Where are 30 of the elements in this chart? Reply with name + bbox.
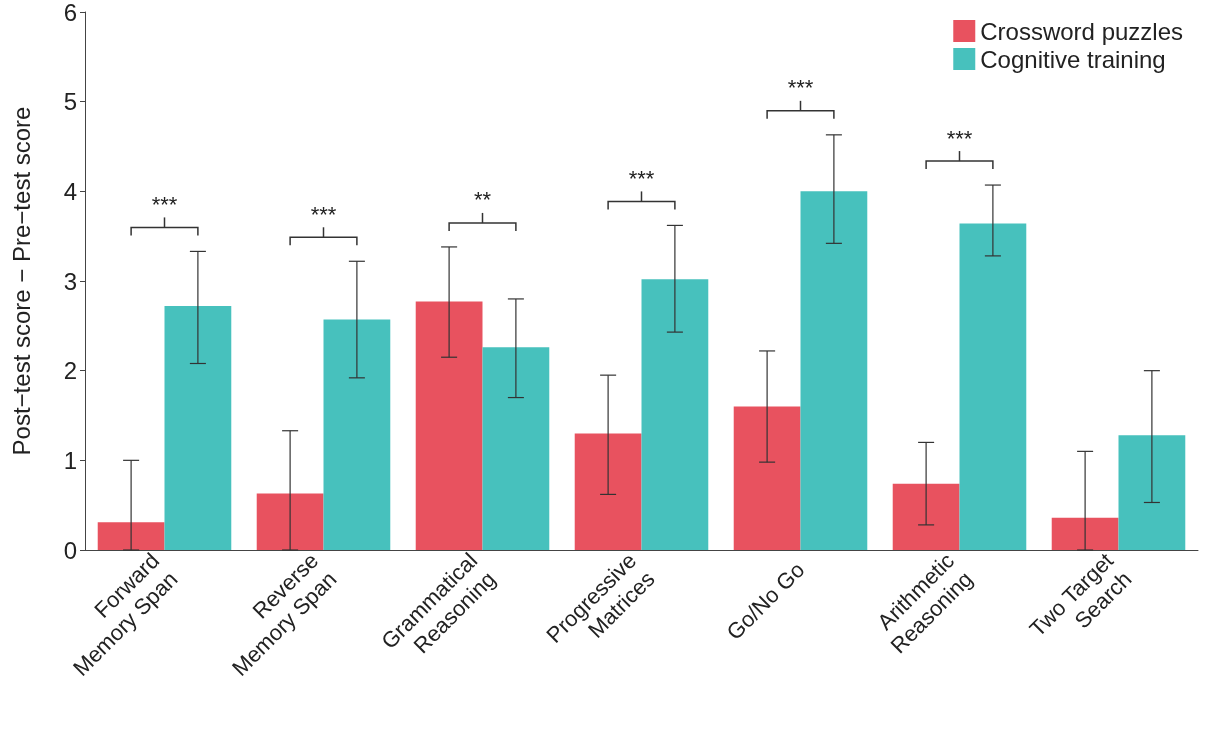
- bar: [574, 433, 642, 550]
- y-tick-label: 2: [63, 357, 77, 385]
- bar: [164, 306, 232, 550]
- bar: [415, 301, 483, 550]
- legend-label: Crossword puzzles: [980, 17, 1183, 45]
- bar: [1118, 435, 1186, 550]
- legend-label: Cognitive training: [980, 45, 1166, 73]
- annotation: ***: [628, 165, 655, 191]
- bar: [641, 279, 709, 550]
- bar: [97, 522, 165, 550]
- y-axis-title: Post−test score − Pre−test score: [7, 106, 35, 456]
- y-tick-label: 0: [63, 536, 77, 564]
- annotation: **: [473, 187, 492, 213]
- bar: [959, 223, 1027, 550]
- bar: [482, 347, 550, 550]
- bar: [800, 191, 868, 550]
- bar: [892, 483, 960, 550]
- bar: [733, 406, 801, 550]
- annotation: ***: [787, 75, 814, 101]
- y-tick-label: 1: [63, 446, 77, 474]
- bar: [323, 319, 391, 550]
- y-tick-label: 3: [63, 267, 77, 295]
- y-tick-label: 6: [63, 0, 77, 26]
- bar: [256, 493, 324, 550]
- annotation: ***: [151, 191, 178, 217]
- bar: [1051, 517, 1119, 550]
- y-tick-label: 5: [63, 88, 77, 116]
- annotation: ***: [946, 125, 973, 151]
- y-tick-label: 4: [63, 177, 77, 205]
- annotation: ***: [310, 201, 337, 227]
